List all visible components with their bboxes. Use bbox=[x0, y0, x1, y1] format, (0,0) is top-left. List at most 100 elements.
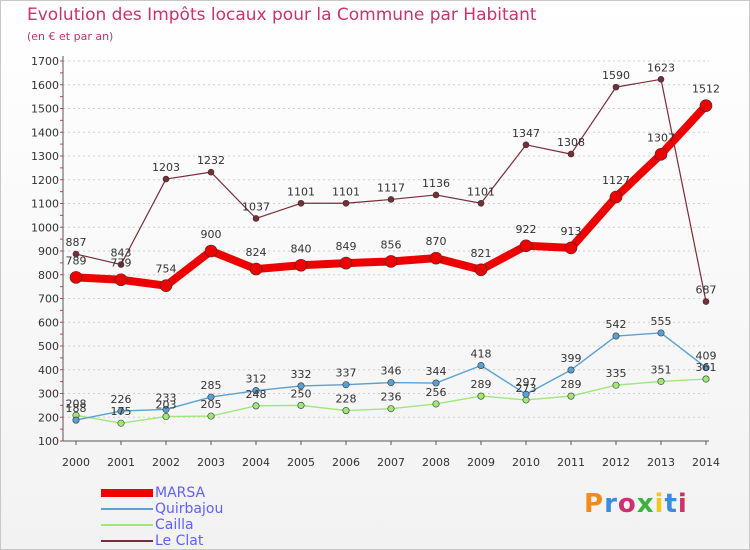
x-tick-label: 2013 bbox=[647, 456, 675, 469]
data-label: 1203 bbox=[152, 161, 180, 174]
data-label: 824 bbox=[246, 246, 267, 259]
data-label: 1232 bbox=[197, 154, 225, 167]
legend-label: Cailla bbox=[155, 517, 194, 533]
data-point bbox=[162, 413, 170, 421]
y-tick-label: 1400 bbox=[31, 126, 59, 139]
data-point bbox=[117, 261, 125, 268]
data-point bbox=[567, 150, 575, 158]
data-point bbox=[114, 273, 128, 287]
data-label: 285 bbox=[201, 379, 222, 392]
data-label: 188 bbox=[66, 402, 87, 415]
data-point bbox=[474, 263, 488, 277]
y-tick-label: 1000 bbox=[31, 221, 59, 234]
data-label: 409 bbox=[696, 350, 717, 363]
data-label: 843 bbox=[111, 247, 132, 260]
data-point bbox=[612, 83, 620, 91]
logo-letter: P bbox=[584, 489, 605, 519]
data-point bbox=[657, 377, 665, 385]
data-point bbox=[429, 251, 443, 265]
data-point bbox=[702, 375, 710, 383]
x-tick-label: 2000 bbox=[62, 456, 90, 469]
data-label: 337 bbox=[336, 367, 357, 380]
legend-label: Le Clat bbox=[155, 533, 204, 549]
data-point bbox=[567, 392, 575, 400]
data-point bbox=[204, 244, 218, 258]
data-label: 203 bbox=[156, 399, 177, 412]
data-label: 233 bbox=[156, 391, 177, 404]
data-point bbox=[387, 196, 395, 203]
logo-letter: x bbox=[636, 489, 655, 519]
data-label: 555 bbox=[651, 315, 672, 328]
data-point bbox=[612, 332, 620, 340]
y-tick-label: 1100 bbox=[31, 198, 59, 211]
data-label: 1512 bbox=[692, 83, 720, 96]
data-label: 1347 bbox=[512, 127, 540, 140]
data-label: 175 bbox=[111, 405, 132, 418]
data-label: 887 bbox=[66, 236, 87, 249]
data-point bbox=[117, 407, 125, 415]
data-point bbox=[249, 262, 263, 276]
data-point bbox=[159, 279, 173, 292]
chart-subtitle: (en € et par an) bbox=[27, 30, 114, 43]
data-point bbox=[567, 366, 575, 374]
y-tick-label: 200 bbox=[38, 411, 59, 424]
x-tick-label: 2003 bbox=[197, 456, 225, 469]
data-label: 789 bbox=[66, 254, 87, 267]
data-label: 1117 bbox=[377, 181, 405, 194]
data-label: 250 bbox=[291, 387, 312, 400]
logo-letter: i bbox=[677, 489, 688, 519]
data-point bbox=[522, 390, 530, 398]
y-tick-label: 1300 bbox=[31, 150, 59, 163]
data-label: 1101 bbox=[467, 185, 495, 198]
data-point bbox=[207, 168, 215, 176]
data-point bbox=[69, 271, 83, 284]
data-point bbox=[162, 175, 170, 183]
x-tick-label: 2009 bbox=[467, 456, 495, 469]
data-point bbox=[72, 416, 80, 424]
data-label: 922 bbox=[516, 223, 537, 236]
proxiti-logo: Proxiti bbox=[584, 489, 688, 519]
logo-letter: r bbox=[604, 489, 618, 519]
y-tick-label: 400 bbox=[38, 364, 59, 377]
data-point bbox=[252, 387, 260, 395]
data-label: 1101 bbox=[287, 185, 315, 198]
data-label: 1590 bbox=[602, 69, 630, 82]
data-label: 273 bbox=[516, 382, 537, 395]
data-label: 1308 bbox=[557, 136, 585, 149]
y-tick-label: 700 bbox=[38, 293, 59, 306]
data-point bbox=[657, 329, 665, 337]
logo-letter: i bbox=[654, 489, 665, 519]
y-tick-label: 1600 bbox=[31, 79, 59, 92]
data-label: 913 bbox=[561, 225, 582, 238]
data-label: 821 bbox=[471, 247, 492, 260]
data-point bbox=[339, 256, 353, 270]
data-label: 248 bbox=[246, 388, 267, 401]
data-point bbox=[477, 199, 485, 207]
data-point bbox=[702, 298, 710, 305]
data-label: 1127 bbox=[602, 174, 630, 187]
data-label: 335 bbox=[606, 367, 627, 380]
data-label: 208 bbox=[66, 397, 87, 410]
data-label: 256 bbox=[426, 386, 447, 399]
y-tick-label: 1700 bbox=[31, 55, 59, 68]
data-label: 849 bbox=[336, 240, 357, 253]
logo-letter: t bbox=[664, 489, 678, 519]
data-label: 840 bbox=[291, 242, 312, 255]
data-label: 687 bbox=[696, 284, 717, 297]
legend-swatch bbox=[101, 524, 153, 526]
y-tick-label: 100 bbox=[38, 435, 59, 448]
y-tick-label: 1500 bbox=[31, 103, 59, 116]
x-tick-label: 2008 bbox=[422, 456, 450, 469]
x-tick-label: 2001 bbox=[107, 456, 135, 469]
data-label: 226 bbox=[111, 393, 132, 406]
data-point bbox=[522, 141, 530, 149]
data-point bbox=[294, 258, 308, 272]
data-label: 205 bbox=[201, 398, 222, 411]
data-point bbox=[654, 148, 668, 161]
data-point bbox=[387, 405, 395, 413]
data-point bbox=[342, 199, 350, 207]
data-point bbox=[252, 402, 260, 410]
data-point bbox=[432, 400, 440, 408]
data-label: 1623 bbox=[647, 61, 675, 74]
